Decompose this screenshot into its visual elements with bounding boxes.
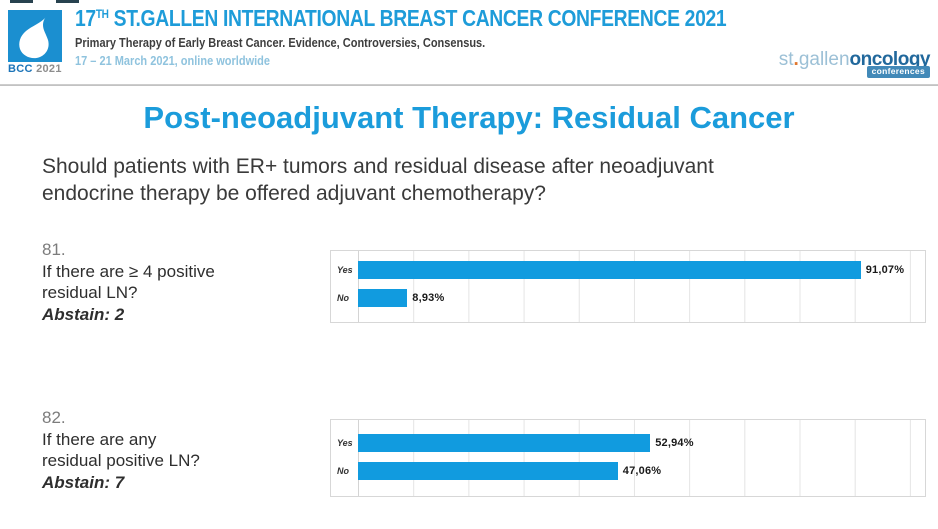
conference-title-number: 17	[75, 5, 96, 31]
poll-question-line1: If there are ≥ 4 positive	[42, 261, 215, 281]
bar-no	[358, 289, 408, 307]
poll-82-bar-chart: Yes 52,94% No 47,06%	[330, 419, 926, 497]
gridlines	[358, 420, 915, 496]
conference-title-rest: ST.GALLEN INTERNATIONAL BREAST CANCER CO…	[113, 5, 727, 31]
poll-abstain: Abstain: 7	[42, 472, 125, 492]
bar-area: 8,93%	[358, 289, 925, 307]
main-question: Should patients with ER+ tumors and resi…	[42, 153, 714, 207]
logo-bcc-text: BCC	[8, 63, 33, 75]
conference-header: 17TH ST.GALLEN INTERNATIONAL BREAST CANC…	[75, 5, 850, 68]
poll-question-line2: residual positive LN?	[42, 451, 200, 470]
conference-title-ordinal: TH	[95, 7, 109, 21]
brand-orange-dot: .	[793, 49, 799, 70]
brand-st: st	[778, 49, 794, 70]
conference-title: 17TH ST.GALLEN INTERNATIONAL BREAST CANC…	[75, 5, 727, 32]
brand-wordmark: st.gallenoncology	[778, 49, 931, 70]
poll-number: 81.	[42, 240, 66, 259]
brand-gallen: gallen	[798, 49, 850, 70]
logo-caption: BCC 2021	[8, 63, 66, 75]
stgallen-oncology-logo: st.gallenoncology conferences	[778, 49, 931, 78]
bcc-logo: BCC 2021	[8, 10, 66, 75]
category-label: No	[337, 466, 349, 476]
conference-subtitle: Primary Therapy of Early Breast Cancer. …	[75, 36, 486, 50]
poll-question-line2: residual LN?	[42, 283, 138, 302]
bar-area: 91,07%	[358, 261, 925, 279]
value-label: 52,94%	[655, 437, 694, 449]
bcc-drop-icon	[8, 10, 62, 62]
main-question-line2: endocrine therapy be offered adjuvant ch…	[42, 182, 546, 205]
category-label: Yes	[337, 438, 353, 448]
header-divider	[0, 84, 938, 86]
poll-82-text: 82. If there are any residual positive L…	[42, 407, 327, 493]
bar-yes	[358, 261, 861, 279]
bar-area: 52,94%	[358, 434, 925, 452]
poll-number: 82.	[42, 408, 66, 427]
poll-81-bar-chart: Yes 91,07% No 8,93%	[330, 250, 926, 323]
conference-dates: 17 – 21 March 2021, online worldwide	[75, 54, 271, 68]
value-label: 8,93%	[412, 292, 445, 304]
value-label: 91,07%	[865, 264, 905, 276]
slide-title: Post-neoadjuvant Therapy: Residual Cance…	[143, 100, 795, 135]
bar-area: 47,06%	[358, 462, 925, 480]
logo-year-text: 2021	[36, 63, 62, 75]
value-label: 47,06%	[622, 465, 662, 477]
bar-row-no: No 47,06%	[331, 462, 925, 480]
poll-81-text: 81. If there are ≥ 4 positive residual L…	[42, 239, 327, 325]
main-question-line1: Should patients with ER+ tumors and resi…	[42, 155, 714, 178]
brand-oncology: oncology	[849, 49, 931, 70]
video-artifact	[56, 0, 79, 3]
video-artifact	[10, 0, 33, 3]
bar-no	[358, 462, 618, 480]
bar-row-yes: Yes 91,07%	[331, 261, 925, 279]
poll-abstain: Abstain: 2	[42, 304, 125, 324]
bar-yes	[358, 434, 651, 452]
poll-question-line1: If there are any	[42, 429, 157, 449]
category-label: Yes	[337, 265, 353, 275]
bar-row-yes: Yes 52,94%	[331, 434, 925, 452]
brand-conferences-badge: conferences	[866, 66, 930, 78]
category-label: No	[337, 293, 349, 303]
bar-row-no: No 8,93%	[331, 289, 925, 307]
